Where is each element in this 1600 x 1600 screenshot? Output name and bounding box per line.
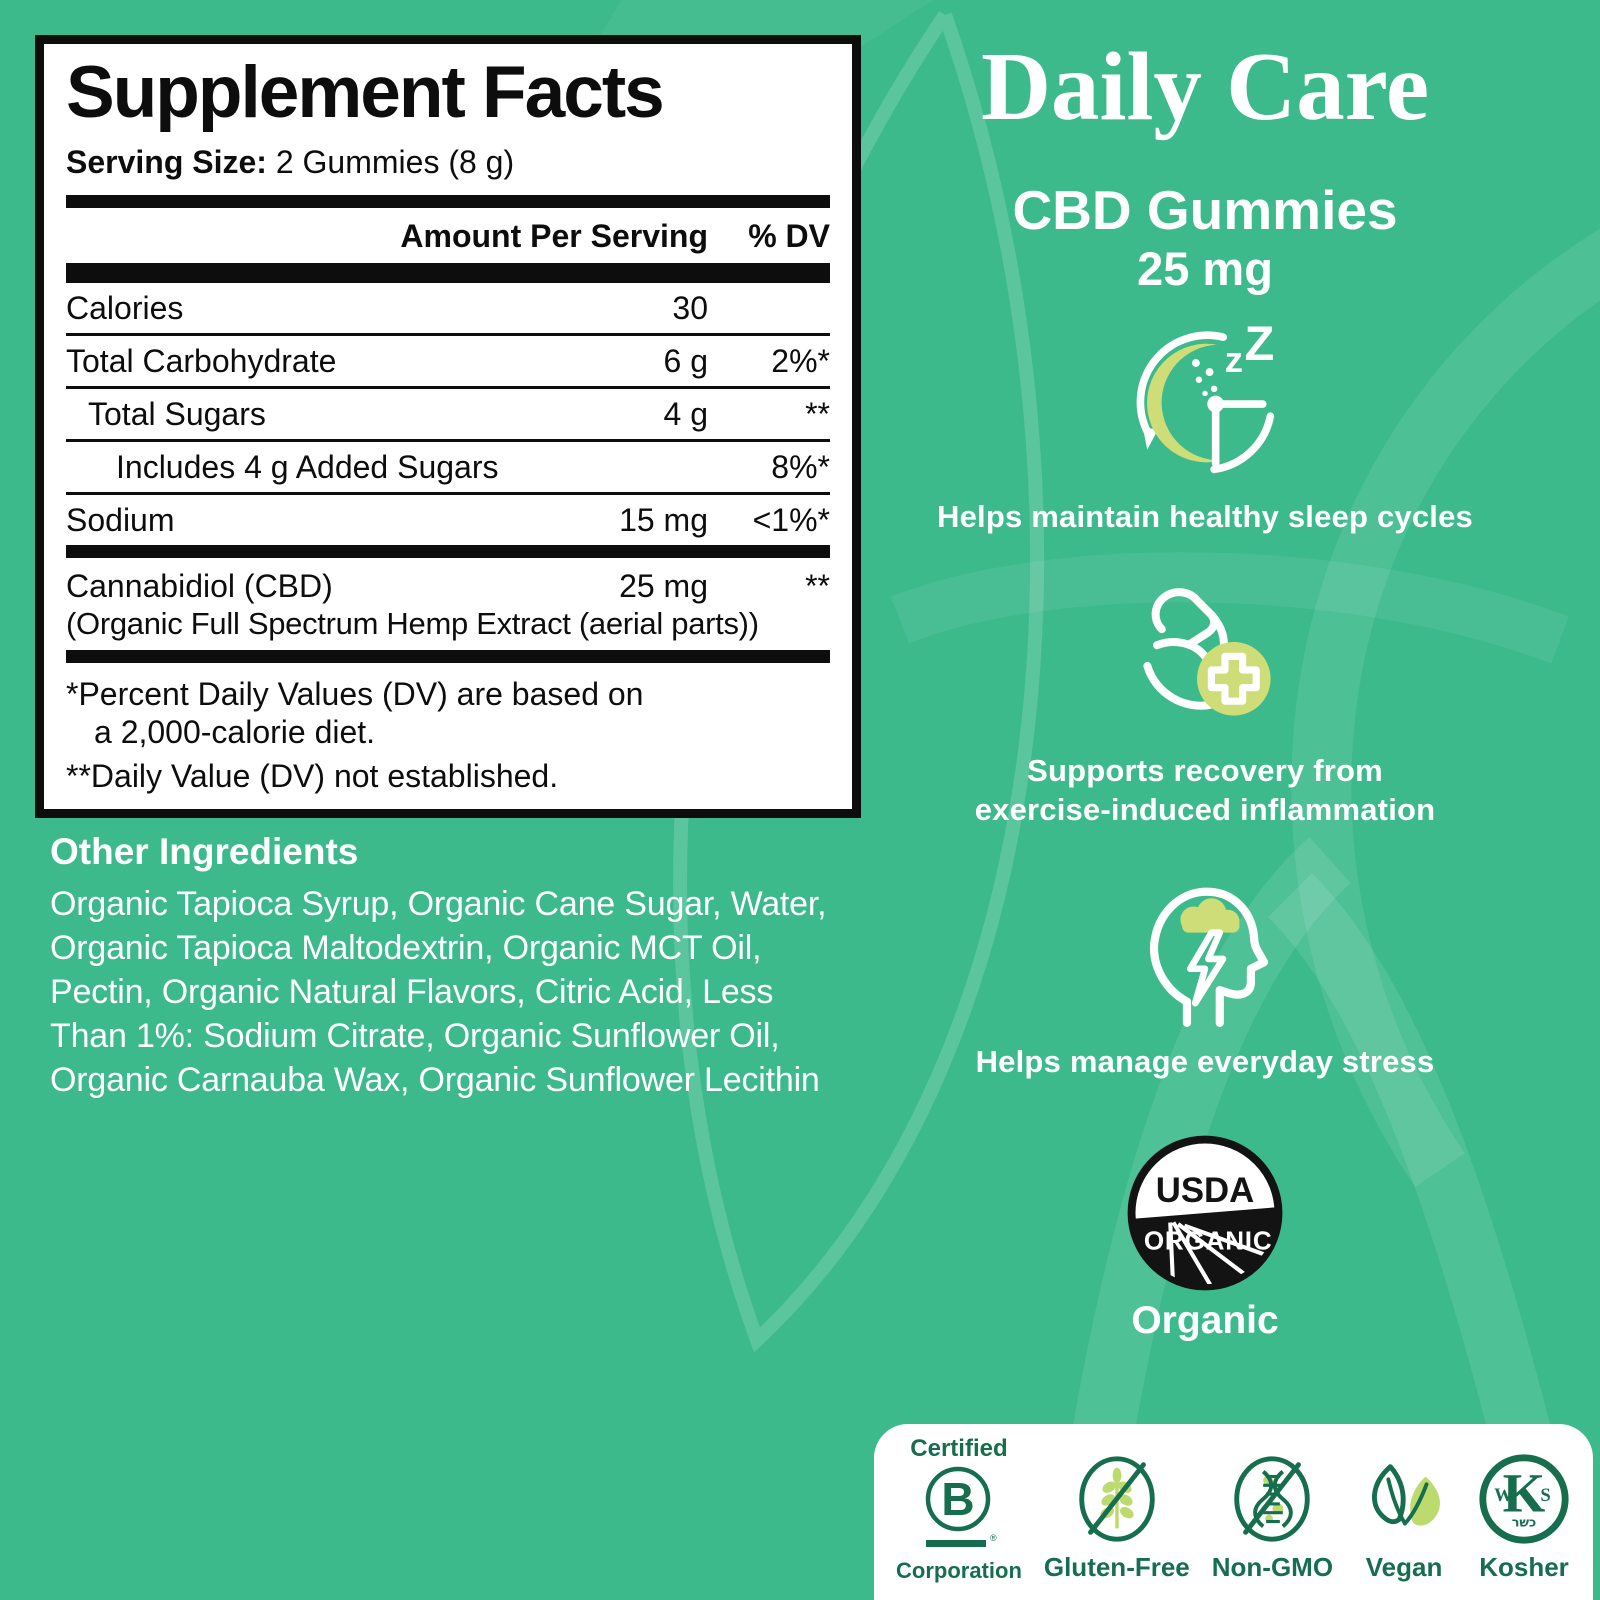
cbd-amount: 25 mg <box>619 568 708 605</box>
nutrient-row-sodium: Sodium 15 mg <1%* <box>66 495 830 545</box>
other-ingredients-heading: Other Ingredients <box>50 831 359 872</box>
nutrient-amount: 30 <box>672 290 708 327</box>
kosher-label: Kosher <box>1479 1552 1569 1582</box>
kosher-icon: K W S כשר <box>1479 1454 1569 1544</box>
bcorp-logo-icon: B ® <box>925 1466 997 1547</box>
vegan-icon <box>1372 1464 1440 1526</box>
amount-per-serving-header: Amount Per Serving <box>400 218 708 255</box>
nutrient-dv: ** <box>805 396 830 433</box>
divider-mid <box>66 545 830 559</box>
other-ingredients-line: Organic Tapioca Syrup, Organic Cane Suga… <box>50 885 827 923</box>
nutrient-row-added-sugars: Includes 4 g Added Sugars 8%* <box>66 442 830 496</box>
zz-big: Z <box>1245 325 1275 371</box>
footnotes: *Percent Daily Values (DV) are based on … <box>66 675 830 795</box>
cbd-row: Cannabidiol (CBD) 25 mg ** <box>66 558 830 605</box>
supplement-facts-title: Supplement Facts <box>66 52 665 133</box>
benefit-text-recovery-line1: Supports recovery from <box>1027 753 1383 788</box>
nutrient-name: Total Carbohydrate <box>66 343 337 380</box>
nutrient-row-calories: Calories 30 <box>66 283 830 337</box>
kosher-s: S <box>1540 1485 1550 1506</box>
stress-relief-icon <box>878 872 1532 1036</box>
non-gmo-label: Non-GMO <box>1211 1552 1334 1582</box>
footnote-1-line-2: a 2,000-calorie diet. <box>94 714 376 751</box>
zz-small: z <box>1225 339 1243 380</box>
registered-mark: ® <box>990 1533 997 1543</box>
bcorp-certification: Certified B ® Corporation <box>896 1436 1022 1600</box>
serving-size-line: Serving Size: 2 Gummies (8 g) <box>66 143 830 181</box>
kosher-k: K <box>1503 1463 1546 1524</box>
benefit-text-sleep: Helps maintain healthy sleep cycles <box>937 499 1473 534</box>
divider-thin <box>66 195 830 209</box>
cbd-dv: ** <box>805 568 830 605</box>
footnote-1-line-1: *Percent Daily Values (DV) are based on <box>66 676 644 713</box>
nutrient-dv: <1%* <box>752 502 830 539</box>
nutrient-dv: 8%* <box>771 449 830 486</box>
product-name: CBD Gummies <box>1012 179 1398 241</box>
benefit-text-recovery-line2: exercise-induced inflammation <box>974 792 1436 827</box>
nutrient-amount: 15 mg <box>619 502 708 539</box>
non-gmo-certification: Non-GMO <box>1212 1436 1333 1600</box>
bcorp-letter: B <box>941 1473 974 1525</box>
organic-text: ORGANIC <box>1144 1225 1273 1255</box>
other-ingredients-section: Other Ingredients Organic Tapioca Syrup,… <box>50 831 862 1102</box>
organic-caption: Organic <box>1131 1299 1279 1342</box>
vegan-certification: Vegan <box>1355 1436 1453 1600</box>
gluten-free-label: Gluten-Free <box>1043 1552 1190 1582</box>
brand-title: Daily Care <box>980 33 1430 140</box>
other-ingredients-line: Than 1%: Sodium Citrate, Organic Sunflow… <box>50 1017 780 1055</box>
kosher-w: W <box>1494 1485 1513 1506</box>
benefit-text-stress: Helps manage everyday stress <box>975 1044 1435 1079</box>
cbd-detail: (Organic Full Spectrum Hemp Extract (aer… <box>66 606 759 642</box>
nutrient-name: Includes 4 g Added Sugars <box>116 449 499 486</box>
vegan-label: Vegan <box>1365 1552 1443 1582</box>
supplement-facts-panel: Supplement Facts Serving Size: 2 Gummies… <box>35 35 861 818</box>
gluten-free-icon <box>1079 1456 1155 1542</box>
serving-size-label: Serving Size: <box>66 144 267 181</box>
other-ingredients-line: Organic Tapioca Maltodextrin, Organic MC… <box>50 929 762 967</box>
certifications-panel: Certified B ® Corporation <box>874 1424 1593 1600</box>
bcorp-corporation-label: Corporation <box>896 1558 1022 1583</box>
sleep-cycle-icon: z Z <box>878 325 1532 477</box>
serving-size-value: 2 Gummies (8 g) <box>275 144 515 181</box>
nutrient-row-total-sugars: Total Sugars 4 g ** <box>66 389 830 443</box>
nutrient-name: Total Sugars <box>88 396 266 433</box>
footnote-2: **Daily Value (DV) not established. <box>66 758 559 795</box>
non-gmo-icon <box>1234 1456 1311 1542</box>
kosher-hebrew: כשר <box>1512 1515 1537 1530</box>
nutrient-dv: 2%* <box>771 343 830 380</box>
gluten-free-certification: Gluten-Free <box>1044 1436 1190 1600</box>
cbd-name: Cannabidiol (CBD) <box>66 568 333 605</box>
divider-mid <box>66 650 830 664</box>
kosher-certification: K W S כשר Kosher <box>1475 1436 1573 1600</box>
nutrient-name: Calories <box>66 290 184 327</box>
bcorp-certified-label: Certified <box>910 1435 1008 1462</box>
usda-text: USDA <box>1156 1172 1254 1210</box>
other-ingredients-line: Organic Carnauba Wax, Organic Sunflower … <box>50 1061 820 1099</box>
muscle-recovery-icon <box>878 578 1532 738</box>
nutrient-amount: 4 g <box>663 396 708 433</box>
product-strength: 25 mg <box>1137 242 1273 295</box>
nutrient-name: Sodium <box>66 502 175 539</box>
nutrient-row-carbohydrate: Total Carbohydrate 6 g 2%* <box>66 336 830 390</box>
facts-header-row: Amount Per Serving % DV <box>66 208 830 263</box>
other-ingredients-line: Pectin, Organic Natural Flavors, Citric … <box>50 973 774 1011</box>
usda-organic-badge: USDA ORGANIC <box>878 1134 1532 1292</box>
benefit-text-recovery: Supports recovery from exercise-induced … <box>878 751 1532 829</box>
nutrient-amount: 6 g <box>663 343 708 380</box>
divider-thick <box>66 263 830 284</box>
percent-dv-header: % DV <box>748 218 830 255</box>
